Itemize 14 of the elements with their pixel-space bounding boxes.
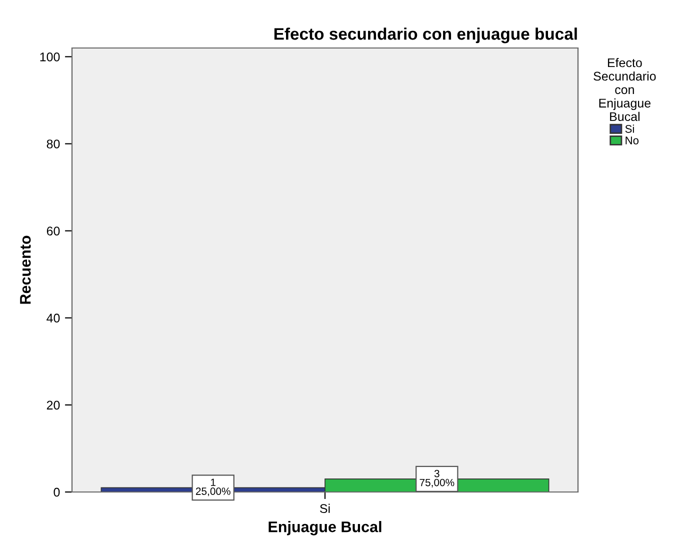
y-tick-label: 60 bbox=[46, 226, 60, 236]
y-tick-label: 80 bbox=[46, 140, 60, 148]
y-tick-label: 40 bbox=[46, 314, 60, 323]
data-label: 3 75,00% bbox=[420, 470, 454, 488]
y-tick-label: 0 bbox=[54, 488, 60, 497]
legend-label: No bbox=[626, 136, 639, 144]
y-axis-title: Recuento bbox=[20, 236, 31, 304]
chart-title: Efecto secundario con enjuague bucal bbox=[274, 28, 577, 44]
x-axis-title: Enjuague Bucal bbox=[268, 521, 382, 536]
data-label: 1 25,00% bbox=[196, 478, 230, 496]
y-tick-label: 100 bbox=[40, 52, 60, 62]
legend-label: Si bbox=[625, 124, 634, 133]
legend-title: Efecto Secundario con Enjuague Bucal bbox=[594, 58, 656, 122]
y-tick-label: 20 bbox=[46, 400, 60, 410]
